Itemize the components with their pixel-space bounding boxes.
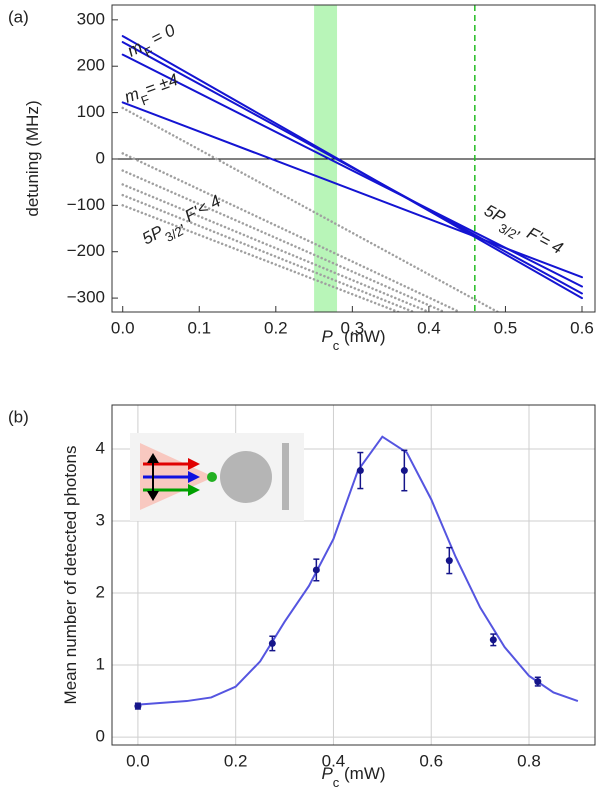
subscript: 3/2: [162, 223, 185, 245]
series-line: [121, 101, 583, 279]
red-arrowhead: [188, 458, 200, 470]
x-tick-label: 0.5: [494, 318, 518, 337]
mirror: [282, 443, 289, 510]
data-point: [356, 467, 364, 475]
panel-a: 0.0 0.1 0.2 0.3 0.4 0.5 0.6 −300 −200 −100 0 100 200…: [8, 4, 596, 353]
label-part: 5P: [139, 222, 167, 249]
label-part: (mW): [339, 327, 385, 346]
series-line: [121, 106, 500, 312]
data-point: [400, 467, 408, 475]
label-part: (mW): [339, 764, 385, 783]
x-tick-label: 0.2: [264, 318, 288, 337]
x-axis-label: Pc (mW): [321, 327, 385, 353]
subscript: 3/2: [496, 220, 519, 242]
y-axis-label: detuning (MHz): [23, 100, 42, 216]
y-tick-label: −300: [67, 288, 105, 307]
label-part: = 0: [144, 20, 179, 50]
x-tick-label: 0.8: [517, 751, 541, 770]
x-tick-label: 0.0: [111, 318, 135, 337]
polarization-head-up: [147, 453, 159, 463]
x-tick-label: 0.1: [187, 318, 211, 337]
panel-b: 0.0 0.2 0.4 0.6 0.8 0 1 2 3 4 (b) Mean number of de…: [8, 404, 596, 790]
series-line: [121, 204, 400, 312]
y-tick-label: 0: [96, 148, 105, 167]
blue-arrowhead: [188, 471, 200, 483]
y-tick-label: 3: [96, 510, 105, 529]
plot-frame: [111, 4, 596, 313]
x-tick-label: 0.2: [224, 751, 248, 770]
subscript: c: [333, 775, 340, 790]
y-tick-label: 2: [96, 582, 105, 601]
y-tick-label: 300: [77, 9, 105, 28]
panel-label: (b): [8, 407, 29, 426]
label-part: P: [321, 327, 333, 346]
x-tick-label: 0.6: [570, 318, 594, 337]
y-tick-label: 0: [96, 727, 105, 746]
atom: [207, 472, 217, 482]
panel-label: (a): [8, 7, 29, 26]
y-tick-label: 100: [77, 102, 105, 121]
fit-curve: [137, 435, 579, 706]
x-tick-label: 0.0: [126, 751, 150, 770]
x-tick-label: 0.6: [419, 751, 443, 770]
green-arrowhead: [188, 484, 200, 496]
data-point: [268, 639, 276, 647]
y-tick-label: −100: [67, 195, 105, 214]
y-tick-label: 4: [96, 438, 105, 457]
y-tick-label: 200: [77, 56, 105, 75]
data-point: [312, 566, 320, 574]
data-point: [534, 678, 542, 686]
label-part: m: [122, 84, 142, 107]
plot-frame: [111, 404, 596, 746]
x-tick-label: 0.4: [322, 751, 346, 770]
polarization-head-down: [147, 491, 159, 501]
label-part: , F'= 4: [515, 219, 566, 258]
data-point: [489, 636, 497, 644]
lens: [220, 451, 272, 503]
label-part: P: [321, 764, 333, 783]
series-line: [121, 193, 415, 312]
plot-area: [112, 5, 595, 312]
series-line: [121, 152, 461, 312]
data-point: [445, 557, 453, 565]
y-axis-label: Mean number of detected photons: [61, 446, 80, 705]
label-part: = ±4: [143, 70, 181, 99]
x-axis-label: Pc (mW): [321, 764, 385, 790]
series-line: [121, 169, 446, 312]
data-point: [134, 702, 142, 710]
y-tick-label: 1: [96, 655, 105, 674]
x-tick-label: 0.4: [417, 318, 441, 337]
inset-diagram: [130, 433, 304, 521]
series-line: [121, 41, 583, 295]
y-tick-label: −200: [67, 241, 105, 260]
subscript: c: [333, 338, 340, 353]
plot-area: [112, 405, 595, 745]
x-tick-label: 0.3: [341, 318, 365, 337]
